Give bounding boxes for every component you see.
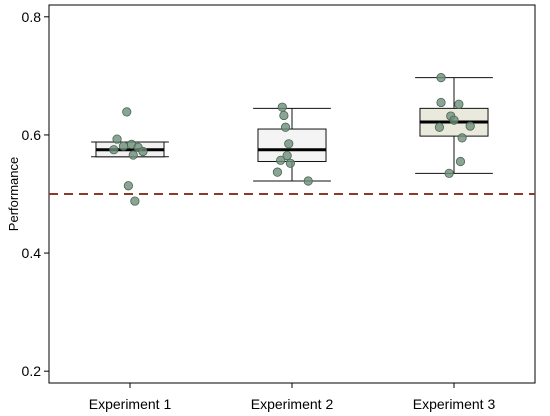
data-point	[130, 196, 140, 206]
data-point	[277, 102, 287, 112]
y-axis-title: Performance	[6, 157, 21, 231]
data-point	[455, 156, 466, 167]
data-point	[128, 150, 138, 160]
y-tick-label: 0.4	[22, 245, 42, 261]
data-point	[272, 167, 283, 177]
data-point	[118, 141, 129, 151]
data-point	[285, 158, 295, 168]
data-point	[465, 121, 475, 131]
data-point	[457, 133, 467, 143]
data-point	[280, 122, 291, 132]
data-point	[276, 155, 286, 165]
data-point	[449, 115, 459, 125]
x-tick-label: Experiment 1	[89, 396, 172, 412]
data-point	[436, 73, 446, 83]
data-point	[279, 110, 289, 121]
y-tick-label: 0.8	[22, 9, 42, 25]
box-3	[415, 77, 493, 174]
data-point	[282, 151, 292, 161]
data-point	[436, 97, 446, 108]
x-tick-label: Experiment 2	[251, 396, 334, 412]
y-tick-label: 0.2	[22, 363, 42, 379]
data-point	[284, 139, 294, 149]
data-point	[454, 99, 464, 109]
data-point	[123, 181, 133, 191]
point-layer	[109, 73, 475, 206]
data-point	[434, 122, 445, 132]
data-point	[122, 107, 132, 117]
data-point	[138, 146, 148, 157]
x-tick-label: Experiment 3	[413, 396, 496, 412]
data-point	[112, 134, 122, 144]
data-point	[303, 176, 313, 186]
axis-layer: 0.2 0.4 0.6 0.8 Experiment 1 Experiment 2 Expe…	[22, 9, 496, 412]
data-point	[444, 168, 454, 178]
data-point	[109, 145, 119, 155]
y-tick-label: 0.6	[22, 127, 42, 143]
